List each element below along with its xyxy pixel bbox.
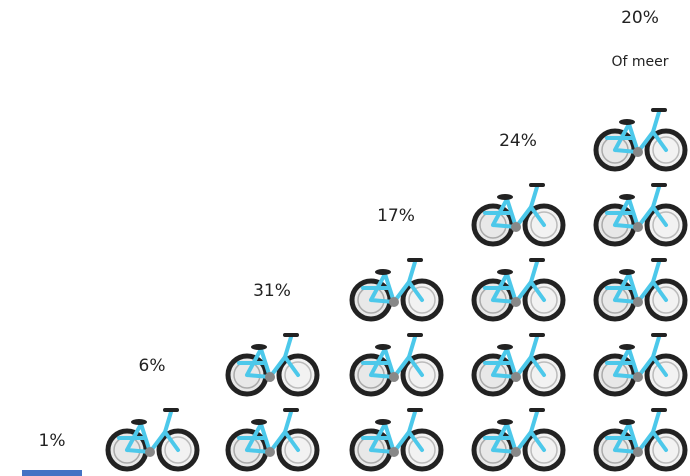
bicycle: [596, 110, 685, 169]
bicycle: [596, 410, 685, 469]
bicycle: [474, 410, 563, 469]
bicycle: [352, 410, 441, 469]
bicycle: [228, 410, 317, 469]
bicycle: [352, 335, 441, 394]
partial-marker: [22, 470, 82, 476]
value-label: 31%: [253, 281, 291, 301]
value-label: 6%: [139, 356, 166, 376]
bicycle: [108, 410, 197, 469]
bicycle: [596, 260, 685, 319]
value-label: 1%: [39, 431, 66, 451]
bicycle: [352, 260, 441, 319]
annotation: Of meer: [611, 54, 668, 70]
bicycle: [474, 335, 563, 394]
bicycle: [228, 335, 317, 394]
bicycle: [596, 185, 685, 244]
bicycle: [474, 260, 563, 319]
value-label: 17%: [377, 206, 415, 226]
bicycle: [474, 185, 563, 244]
value-label: 20%: [621, 8, 659, 28]
value-label: 24%: [499, 131, 537, 151]
bicycle: [596, 335, 685, 394]
